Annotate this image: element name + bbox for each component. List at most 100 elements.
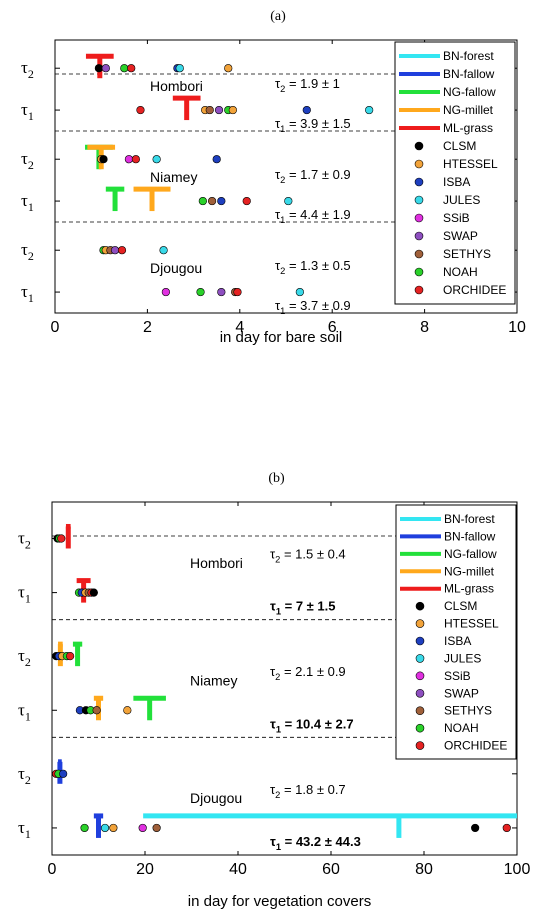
point-CLSM bbox=[94, 64, 103, 73]
panel-label: (a) bbox=[270, 9, 286, 24]
legend-entry: ISBA bbox=[444, 634, 471, 648]
legend-entry: NOAH bbox=[443, 265, 478, 279]
x-tick-label: 20 bbox=[136, 861, 154, 878]
tau1-stats-label: τ1 = 4.4 ± 1.9 bbox=[275, 207, 351, 225]
point-NOAH bbox=[80, 823, 89, 833]
point-SSiB bbox=[124, 155, 134, 164]
point-JULES bbox=[284, 196, 293, 206]
legend-entry: BN-forest bbox=[444, 512, 495, 526]
tau2-stats-label: τ2 = 1.7 ± 0.9 bbox=[275, 167, 351, 185]
y-tick-label: τ2 bbox=[18, 764, 31, 787]
point-SSiB bbox=[161, 287, 170, 297]
legend-swatch-SWAP bbox=[415, 688, 425, 698]
legend-entry: CLSM bbox=[444, 599, 477, 613]
x-tick-label: 60 bbox=[322, 861, 340, 878]
x-tick-label: 40 bbox=[229, 861, 247, 878]
legend-entry: SWAP bbox=[444, 686, 479, 700]
legend-box bbox=[394, 41, 516, 305]
legend-entry: ML-grass bbox=[443, 121, 493, 135]
legend-swatch-ORCHIDEE bbox=[415, 741, 425, 750]
tau1-stats-label: τ1 = 3.9 ± 1.5 bbox=[275, 116, 351, 134]
legend-swatch-SSiB bbox=[415, 671, 425, 681]
point-JULES bbox=[365, 105, 374, 115]
legend-entry: SSiB bbox=[444, 669, 471, 683]
y-tick-label: τ1 bbox=[18, 700, 31, 723]
tau2-stats-label: τ2 = 1.5 ± 0.4 bbox=[270, 546, 346, 564]
y-tick-label: τ1 bbox=[18, 583, 31, 606]
legend-swatch-HTESSEL bbox=[414, 159, 424, 169]
legend-swatch-SWAP bbox=[414, 231, 424, 241]
y-tick-label: τ2 bbox=[21, 240, 34, 263]
x-axis-label: in day for vegetation covers bbox=[188, 893, 371, 910]
legend-swatch-NOAH bbox=[414, 267, 424, 277]
legend-entry: NG-millet bbox=[443, 103, 494, 117]
y-tick-label: τ2 bbox=[18, 528, 31, 551]
legend-swatch-ISBA bbox=[414, 177, 424, 187]
legend-entry: SWAP bbox=[443, 229, 478, 243]
panel-label: (b) bbox=[268, 471, 285, 486]
x-tick-label: 8 bbox=[420, 319, 429, 336]
legend-swatch-JULES bbox=[415, 654, 425, 663]
site-label: Niamey bbox=[190, 673, 237, 689]
y-tick-label: τ1 bbox=[21, 282, 34, 305]
legend-entry: ISBA bbox=[443, 175, 470, 189]
point-SETHYS bbox=[152, 823, 161, 833]
legend-entry: ORCHIDEE bbox=[444, 739, 507, 753]
point-SWAP bbox=[217, 287, 226, 297]
point-SETHYS bbox=[92, 706, 101, 715]
x-tick-label: 80 bbox=[415, 861, 433, 878]
legend-entry: SETHYS bbox=[444, 704, 492, 718]
legend-swatch-CLSM bbox=[415, 601, 425, 611]
tau1-stats-label: τ1 = 7 ± 1.5 bbox=[270, 599, 336, 617]
point-JULES bbox=[175, 64, 184, 73]
legend-entry: NOAH bbox=[444, 721, 479, 735]
panel-b: (b) 0 20 40 60 80 100 in day for vegetation cov… bbox=[18, 471, 530, 910]
point-ISBA bbox=[212, 155, 221, 164]
legend: BN-forest BN-fallow NG-fallow NG-millet ML-g… bbox=[394, 41, 516, 305]
point-HTESSEL bbox=[123, 706, 132, 715]
tau2-stats-label: τ2 = 1.8 ± 0.7 bbox=[270, 782, 346, 800]
tau1-stats-label: τ1 = 3.7 ± 0.9 bbox=[275, 298, 351, 316]
site-label: Niamey bbox=[150, 169, 197, 185]
legend-box bbox=[395, 504, 517, 760]
point-NOAH bbox=[120, 64, 129, 73]
y-tick-label: τ1 bbox=[18, 818, 31, 841]
legend-entry: BN-fallow bbox=[443, 67, 495, 81]
point-HTESSEL bbox=[224, 64, 233, 73]
legend-swatch-ISBA bbox=[415, 636, 425, 646]
x-tick-label: 6 bbox=[328, 319, 337, 336]
y-tick-label: τ2 bbox=[18, 646, 31, 669]
panel-a: (a) 0 2 4 6 8 10 in day for bare soil τ2 τ2 = 1.9… bbox=[21, 9, 526, 346]
legend-entry: NG-fallow bbox=[444, 547, 497, 561]
legend-entry: ML-grass bbox=[444, 582, 494, 596]
tau1-stats-label: τ1 = 10.4 ± 2.7 bbox=[270, 716, 354, 734]
site-label: Djougou bbox=[190, 790, 242, 806]
point-ORCHIDEE bbox=[127, 64, 136, 73]
tau2-stats-label: τ2 = 1.3 ± 0.5 bbox=[275, 258, 351, 276]
point-JULES bbox=[152, 155, 161, 164]
y-tick-label: τ1 bbox=[21, 191, 34, 214]
legend-entry: CLSM bbox=[443, 139, 476, 153]
point-CLSM bbox=[99, 155, 108, 164]
tau1-stats-label: τ1 = 43.2 ± 44.3 bbox=[270, 834, 361, 852]
plot-frame bbox=[51, 501, 518, 856]
legend-swatch-SSiB bbox=[414, 213, 424, 223]
x-tick-label: 2 bbox=[143, 319, 152, 336]
point-SETHYS bbox=[207, 196, 217, 206]
legend-entry: BN-fallow bbox=[444, 529, 496, 543]
tau2-stats-label: τ2 = 1.9 ± 1 bbox=[275, 76, 340, 94]
legend-entry: BN-forest bbox=[443, 49, 494, 63]
legend-entry: HTESSEL bbox=[443, 157, 498, 171]
legend: BN-forest BN-fallow NG-fallow NG-millet ML-g… bbox=[395, 504, 517, 760]
x-tick-label: 4 bbox=[235, 319, 244, 336]
point-NOAH bbox=[198, 196, 207, 206]
legend-entry: SETHYS bbox=[443, 247, 491, 261]
legend-swatch-JULES bbox=[414, 195, 424, 205]
legend-entry: JULES bbox=[443, 193, 480, 207]
site-label: Hombori bbox=[150, 78, 203, 94]
y-tick-label: τ1 bbox=[21, 100, 34, 123]
legend-entry: ORCHIDEE bbox=[443, 283, 506, 297]
point-SWAP bbox=[214, 105, 224, 115]
point-ISBA bbox=[217, 196, 226, 206]
point-JULES bbox=[295, 287, 304, 297]
